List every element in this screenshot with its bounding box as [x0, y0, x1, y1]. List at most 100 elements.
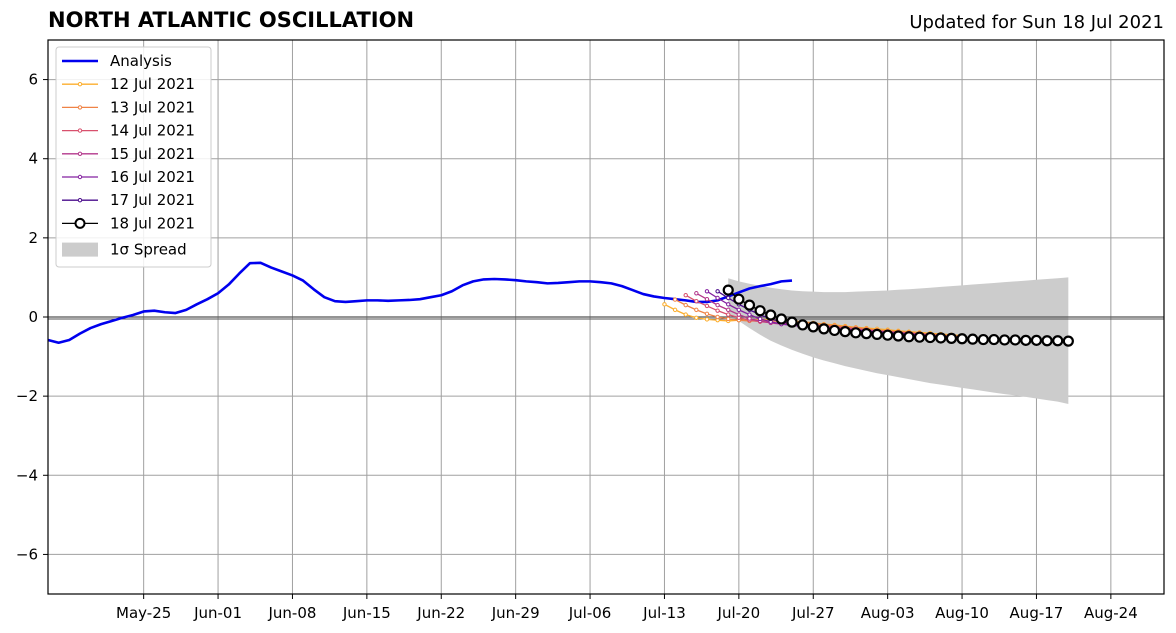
x-tick-label: Aug-17 — [1010, 604, 1064, 622]
legend-marker — [77, 198, 83, 203]
x-tick-label: Jun-22 — [416, 604, 465, 622]
axes: May-25 Jun-01 Jun-08 Jun-15 Jun-22 Jun-29 Jul-… — [16, 39, 1165, 622]
x-tick-label: Jun-01 — [193, 604, 242, 622]
forecast-point — [1020, 334, 1032, 346]
forecast-point — [892, 330, 904, 342]
forecast-point — [754, 305, 766, 317]
forecast-point — [828, 324, 841, 337]
forecast-point — [722, 284, 734, 296]
legend-label: 12 Jul 2021 — [110, 75, 195, 93]
legend-marker — [77, 82, 83, 87]
legend-marker — [77, 128, 83, 133]
x-tick-label: Aug-03 — [861, 604, 915, 622]
forecast-point — [694, 307, 699, 313]
forecast-point — [747, 312, 752, 317]
forecast-point — [715, 295, 720, 301]
forecast-point — [672, 307, 678, 313]
legend-marker — [77, 151, 83, 157]
forecast-point — [807, 321, 819, 333]
forecast-point — [860, 328, 873, 340]
forecast-line — [674, 299, 963, 338]
forecast-point — [715, 308, 720, 313]
legend-label: 16 Jul 2021 — [110, 168, 195, 186]
forecast-point — [743, 299, 756, 311]
x-tick-label: Jul-06 — [568, 604, 612, 622]
forecast-point — [704, 317, 710, 322]
forecast-point — [726, 295, 731, 301]
x-tick-label: Jul-20 — [717, 604, 761, 622]
chart-title: NORTH ATLANTIC OSCILLATION — [48, 8, 415, 32]
forecast-point — [786, 316, 798, 328]
x-tick-label: Aug-24 — [1084, 604, 1138, 622]
forecast-point — [736, 307, 742, 313]
forecast-point — [733, 293, 745, 305]
forecast-point — [704, 303, 710, 309]
legend-box — [55, 46, 212, 268]
forecast-point — [662, 302, 667, 307]
zero-line — [48, 316, 1164, 320]
forecast-point — [715, 314, 720, 320]
forecast-point — [757, 316, 763, 322]
forecast-point — [797, 319, 809, 331]
forecast-point — [871, 328, 883, 341]
forecast-point — [1052, 335, 1064, 347]
series-lines — [47, 261, 1074, 347]
forecast-point — [704, 289, 710, 294]
forecast-point — [747, 316, 752, 321]
forecast-point — [1009, 334, 1021, 346]
forecast-point — [726, 302, 731, 307]
legend-marker — [74, 217, 86, 229]
forecast-point — [694, 315, 699, 320]
forecast-point — [726, 307, 731, 313]
forecast-point — [765, 309, 777, 321]
legend-label: 1σ Spread — [110, 241, 187, 259]
forecast-point — [945, 332, 958, 344]
y-tick-label: 4 — [28, 150, 38, 168]
forecast-point — [683, 302, 688, 308]
forecast-point — [903, 331, 915, 343]
x-tick-label: May-25 — [116, 604, 171, 622]
y-tick-label: −4 — [16, 466, 38, 484]
forecast-point — [775, 313, 787, 325]
forecast-point — [977, 333, 989, 346]
forecast-point — [736, 312, 742, 317]
forecast-point — [715, 302, 720, 308]
legend-marker — [77, 174, 83, 180]
forecast-point — [683, 293, 688, 298]
legend-marker — [77, 105, 83, 110]
y-tick-label: −2 — [16, 387, 38, 405]
forecast-point — [694, 291, 699, 296]
legend-swatch — [62, 242, 98, 257]
x-tick-label: Jul-27 — [791, 604, 835, 622]
forecast-point — [672, 297, 678, 302]
forecast-point — [935, 332, 947, 344]
forecast-point — [726, 312, 731, 317]
forecast-point — [704, 296, 710, 302]
legend: Analysis 12 Jul 2021 13 Jul 2021 14 Jul 202… — [55, 46, 212, 268]
y-tick-label: 6 — [28, 71, 38, 89]
legend-label: 17 Jul 2021 — [110, 191, 195, 209]
forecast-point — [1062, 335, 1074, 347]
legend-label: 13 Jul 2021 — [110, 98, 195, 116]
forecast-point — [882, 329, 894, 341]
legend-label: Analysis — [110, 52, 172, 70]
legend-label: 15 Jul 2021 — [110, 145, 195, 163]
forecast-point — [715, 289, 720, 294]
forecast-point — [924, 331, 936, 344]
forecast-point — [913, 331, 926, 343]
legend-label: 14 Jul 2021 — [110, 122, 195, 140]
y-tick-label: 2 — [28, 229, 38, 247]
x-tick-label: Jul-13 — [642, 604, 686, 622]
forecast-point — [694, 298, 699, 304]
forecast-point — [967, 333, 979, 345]
forecast-point — [726, 316, 731, 322]
forecast-point — [704, 311, 710, 317]
x-tick-label: Jun-15 — [342, 604, 391, 622]
x-tick-label: Aug-10 — [935, 604, 989, 622]
forecast-point — [956, 333, 968, 345]
analysis-line — [47, 261, 793, 345]
forecast-point — [998, 334, 1011, 346]
y-tick-label: −6 — [16, 545, 38, 563]
legend-label: 18 Jul 2021 — [110, 214, 195, 232]
